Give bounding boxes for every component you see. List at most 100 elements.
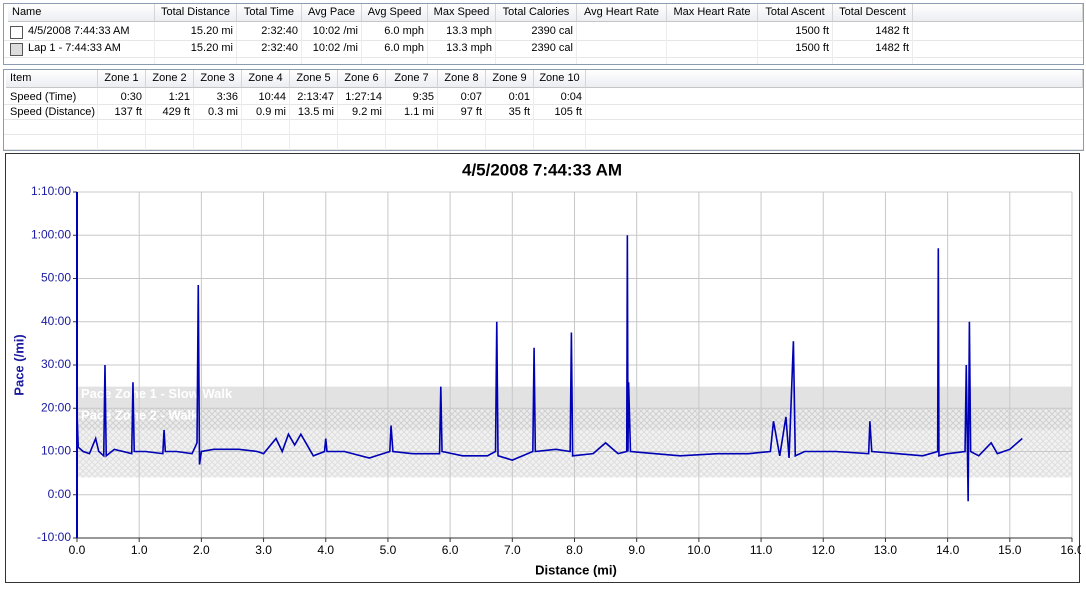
table-cell: 15.20 mi (190, 25, 233, 37)
y-tick-label: 1:10:00 (31, 184, 71, 198)
table-cell: 13.3 mph (446, 42, 492, 54)
table-cell: 0:07 (460, 91, 482, 103)
column-line (97, 88, 98, 150)
pace-line (76, 235, 1023, 502)
row-line (4, 149, 1083, 150)
table-cell: 2390 cal (531, 25, 573, 37)
column-header: Total Distance (155, 4, 237, 22)
y-tick-label: 30:00 (41, 357, 71, 371)
x-tick-label: 16.0 (1060, 543, 1081, 557)
column-header: Total Time (237, 4, 302, 22)
table-cell: 2:32:40 (261, 42, 298, 54)
table-cell: Speed (Distance) (10, 106, 95, 118)
table-cell: 2:32:40 (261, 25, 298, 37)
y-tick-label: 50:00 (41, 271, 71, 285)
y-tick-label: 20:00 (41, 400, 71, 414)
row-icon (10, 26, 23, 39)
column-line (289, 88, 290, 150)
column-line (361, 22, 362, 64)
table-cell: 2390 cal (531, 42, 573, 54)
column-header: Zone 7 (386, 70, 438, 88)
column-line (427, 22, 428, 64)
y-tick-label: 0:00 (48, 487, 72, 501)
table-cell: 0.3 mi (208, 106, 238, 118)
table-cell: 97 ft (460, 106, 482, 118)
table-cell: 429 ft (162, 106, 190, 118)
column-header: Max Heart Rate (667, 4, 758, 22)
x-tick-label: 3.0 (255, 543, 272, 557)
x-tick-label: 5.0 (380, 543, 397, 557)
table-cell: 35 ft (508, 106, 530, 118)
column-header: Item (6, 70, 98, 88)
y-axis-label: Pace (/mi) (11, 334, 26, 395)
column-header: Total Descent (833, 4, 913, 22)
header-filler (913, 4, 1083, 22)
table-cell: Speed (Time) (10, 91, 77, 103)
table-cell: 0:04 (560, 91, 582, 103)
x-tick-label: 13.0 (874, 543, 898, 557)
table-cell: Lap 1 - 7:44:33 AM (28, 42, 121, 54)
column-line (193, 88, 194, 150)
table-cell: 10:02 /mi (312, 25, 358, 37)
column-line (533, 88, 534, 150)
column-line (236, 22, 237, 64)
x-tick-label: 2.0 (193, 543, 210, 557)
column-line (385, 88, 386, 150)
x-tick-label: 15.0 (998, 543, 1022, 557)
y-tick-label: 1:00:00 (31, 227, 71, 241)
column-header: Avg Pace (302, 4, 362, 22)
table-cell: 13.3 mph (446, 25, 492, 37)
column-header: Zone 1 (98, 70, 146, 88)
row-line (4, 104, 1083, 105)
table-cell: 6.0 mph (384, 25, 424, 37)
row-line (4, 119, 1083, 120)
column-header: Total Ascent (758, 4, 833, 22)
table-cell: 4/5/2008 7:44:33 AM (28, 25, 130, 37)
chart: 4/5/2008 7:44:33 AM Distance (mi) Pace (… (5, 153, 1081, 583)
table-cell: 10:44 (258, 91, 286, 103)
x-tick-label: 8.0 (566, 543, 583, 557)
table-cell: 1:21 (168, 91, 190, 103)
table-cell: 2:13:47 (297, 91, 334, 103)
x-tick-label: 11.0 (750, 543, 773, 557)
table-cell: 3:36 (216, 91, 238, 103)
row-line (4, 134, 1083, 135)
column-line (154, 22, 155, 64)
chart-frame (5, 153, 1080, 583)
column-line (301, 22, 302, 64)
table-cell: 1.1 mi (404, 106, 434, 118)
table-cell: 10:02 /mi (312, 42, 358, 54)
pace-zone-label: Pace Zone 2 - Walk (81, 408, 199, 423)
x-axis-label: Distance (mi) (535, 562, 617, 577)
chart-title: 4/5/2008 7:44:33 AM (462, 160, 622, 179)
column-line (832, 22, 833, 64)
column-header: Avg Speed (362, 4, 428, 22)
table-cell: 1500 ft (795, 42, 829, 54)
table-cell: 13.5 mi (297, 106, 334, 118)
column-header: Avg Heart Rate (577, 4, 667, 22)
column-header: Zone 6 (338, 70, 386, 88)
table-cell: 15.20 mi (190, 42, 233, 54)
pace-zone-label: Pace Zone 1 - Slow Walk (81, 386, 233, 401)
y-tick-label: -10:00 (37, 530, 71, 544)
x-tick-label: 12.0 (812, 543, 836, 557)
table-cell: 1500 ft (795, 25, 829, 37)
column-header: Zone 3 (194, 70, 242, 88)
column-line (241, 88, 242, 150)
x-tick-label: 10.0 (687, 543, 711, 557)
column-header: Zone 4 (242, 70, 290, 88)
column-header: Zone 10 (534, 70, 586, 88)
x-tick-label: 9.0 (628, 543, 645, 557)
zone-table: Item Zone 1 Zone 2 Zone 3 Zone 4 Zone 5 Zone 6… (3, 69, 1084, 151)
table-cell: 0:01 (508, 91, 530, 103)
table-cell: 9.2 mi (352, 106, 382, 118)
x-tick-label: 6.0 (442, 543, 459, 557)
column-header: Name (8, 4, 155, 22)
column-header: Zone 5 (290, 70, 338, 88)
column-header: Max Speed (428, 4, 496, 22)
table-cell: 1:27:14 (345, 91, 382, 103)
x-tick-label: 0.0 (69, 543, 86, 557)
column-header: Zone 8 (438, 70, 486, 88)
table-cell: 6.0 mph (384, 42, 424, 54)
column-line (485, 88, 486, 150)
